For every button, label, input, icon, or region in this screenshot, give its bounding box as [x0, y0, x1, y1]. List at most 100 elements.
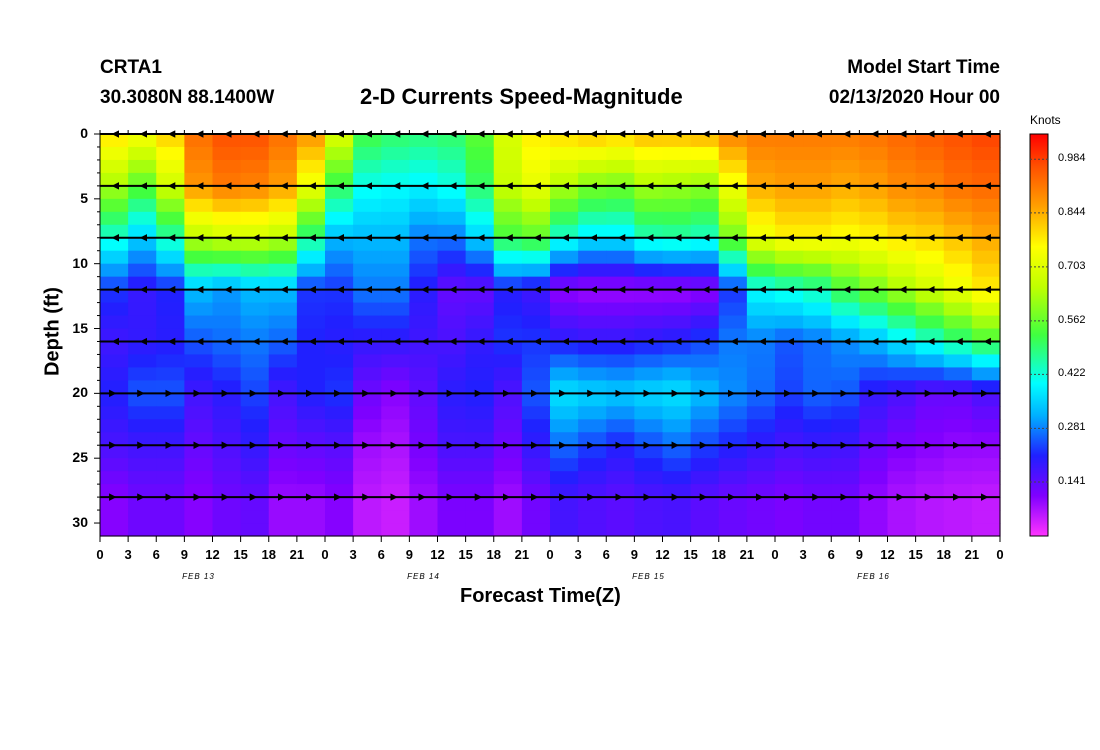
heatmap-cell: [859, 380, 889, 394]
heatmap-cell: [409, 523, 439, 537]
heatmap-cell: [803, 237, 832, 252]
heatmap-cell: [100, 484, 129, 498]
heatmap-cell: [943, 393, 973, 407]
heatmap-cell: [268, 328, 298, 343]
heatmap-cell: [465, 302, 495, 317]
heatmap-cell: [212, 315, 242, 330]
heatmap-cell: [465, 510, 495, 524]
heatmap-cell: [437, 510, 467, 524]
heatmap-cell: [831, 393, 860, 407]
heatmap-cell: [521, 198, 551, 213]
heatmap-cell: [690, 263, 720, 278]
heatmap-cell: [775, 276, 804, 291]
heatmap-cell: [831, 198, 860, 213]
heatmap-cell: [156, 341, 185, 356]
heatmap-cell: [718, 250, 748, 265]
heatmap-cell: [184, 393, 214, 407]
heatmap-cell: [690, 406, 720, 420]
heatmap-cell: [381, 393, 410, 407]
heatmap-cell: [156, 315, 185, 330]
heatmap-cell: [803, 263, 832, 278]
heatmap-cell: [184, 211, 214, 226]
heatmap-cell: [437, 497, 467, 511]
heatmap-cell: [634, 315, 664, 330]
heatmap-cell: [578, 302, 607, 317]
heatmap-cell: [971, 250, 1001, 265]
heatmap-cell: [887, 367, 917, 381]
heatmap-cell: [212, 224, 242, 239]
heatmap-cell: [550, 445, 579, 459]
heatmap-cell: [465, 406, 495, 420]
heatmap-cell: [775, 354, 804, 369]
heatmap-cell: [718, 419, 748, 433]
heatmap-cell: [325, 146, 354, 161]
heatmap-cell: [718, 510, 748, 524]
heatmap-cell: [493, 198, 523, 213]
heatmap-cell: [550, 250, 579, 265]
heatmap-cell: [296, 185, 326, 200]
heatmap-cell: [381, 315, 410, 330]
heatmap-cell: [803, 328, 832, 343]
heatmap-cell: [493, 289, 523, 304]
heatmap-cell: [550, 146, 579, 161]
heatmap-cell: [718, 289, 748, 304]
x-tick-label: 0: [321, 547, 329, 562]
heatmap-cell: [887, 134, 917, 148]
heatmap-cell: [943, 445, 973, 459]
heatmap-cell: [746, 458, 776, 472]
heatmap-cell: [184, 224, 214, 239]
heatmap-cell: [718, 458, 748, 472]
heatmap-cell: [465, 341, 495, 356]
heatmap-cell: [156, 237, 185, 252]
heatmap-cell: [521, 302, 551, 317]
heatmap-cell: [971, 289, 1001, 304]
heatmap-cell: [521, 484, 551, 498]
x-tick-label: 9: [405, 547, 413, 562]
heatmap-cell: [296, 419, 326, 433]
heatmap-cell: [100, 328, 129, 343]
heatmap-cell: [437, 471, 467, 485]
heatmap-cell: [943, 146, 973, 161]
heatmap-cell: [915, 315, 945, 330]
x-tick-label: 6: [827, 547, 835, 562]
heatmap-cell: [775, 172, 804, 187]
heatmap-cell: [268, 484, 298, 498]
heatmap-cell: [437, 458, 467, 472]
heatmap-cell: [831, 497, 860, 511]
heatmap-cell: [325, 224, 354, 239]
heatmap-cell: [409, 211, 439, 226]
heatmap-cell: [493, 341, 523, 356]
heatmap-cell: [156, 328, 185, 343]
heatmap-cell: [268, 497, 298, 511]
heatmap-cell: [296, 510, 326, 524]
heatmap-cell: [184, 445, 214, 459]
heatmap-cell: [746, 471, 776, 485]
heatmap-cell: [381, 523, 410, 537]
heatmap-cell: [887, 458, 917, 472]
heatmap-cell: [690, 328, 720, 343]
heatmap-cell: [240, 380, 270, 394]
heatmap-cell: [212, 393, 242, 407]
heatmap-cell: [296, 471, 326, 485]
heatmap-cell: [521, 523, 551, 537]
heatmap-cell: [437, 393, 467, 407]
heatmap-cell: [690, 445, 720, 459]
heatmap-cell: [100, 224, 129, 239]
heatmap-cell: [353, 419, 382, 433]
x-tick-label: 0: [996, 547, 1004, 562]
heatmap-cell: [521, 185, 551, 200]
heatmap-cell: [803, 354, 832, 369]
heatmap-cell: [859, 198, 889, 213]
heatmap-cell: [128, 497, 157, 511]
heatmap-cell: [634, 419, 664, 433]
y-tick-label: 20: [72, 384, 88, 401]
heatmap-cell: [212, 134, 242, 148]
heatmap-cell: [859, 354, 889, 369]
heatmap-cell: [859, 523, 889, 537]
heatmap-cell: [915, 237, 945, 252]
heatmap-cell: [718, 185, 748, 200]
heatmap-cell: [381, 354, 410, 369]
heatmap-cell: [971, 341, 1001, 356]
heatmap-cell: [184, 523, 214, 537]
heatmap-cell: [325, 393, 354, 407]
